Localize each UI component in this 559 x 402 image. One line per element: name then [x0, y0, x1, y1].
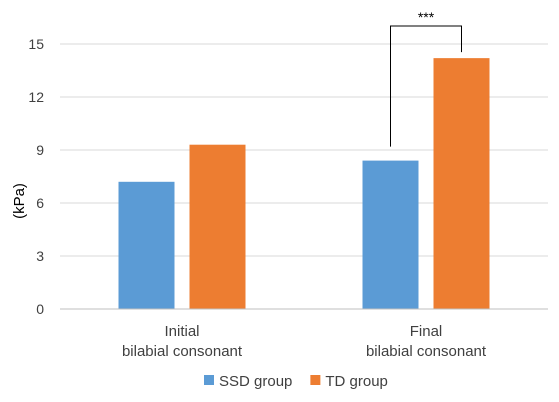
- legend-swatch: [310, 375, 321, 385]
- y-tick-label: 0: [36, 301, 44, 317]
- legend-label: TD group: [325, 373, 388, 390]
- y-tick-label: 12: [28, 89, 44, 105]
- y-tick-label: 3: [36, 248, 44, 264]
- bar-ssd-group: [362, 160, 419, 309]
- x-axis: Initial bilabial consonant Final bilabial c…: [60, 308, 548, 360]
- y-axis-label: (kPa): [11, 183, 28, 219]
- x-category-label: bilabial consonant: [122, 343, 243, 360]
- y-tick-label: 15: [28, 36, 44, 52]
- y-axis-ticks: 0 3 6 9 12 15: [28, 36, 44, 317]
- y-tick-label: 6: [36, 195, 44, 211]
- significance-bracket: [390, 25, 462, 147]
- bar-td-group: [433, 58, 490, 310]
- significance-annotation: ***: [390, 9, 462, 147]
- x-category-label: Final: [410, 323, 443, 340]
- legend-label: SSD group: [219, 373, 292, 390]
- x-category-label: Initial: [164, 323, 199, 340]
- bars: [118, 58, 490, 310]
- legend: SSD group TD group: [204, 373, 388, 390]
- legend-swatch: [204, 375, 214, 385]
- significance-stars: ***: [418, 9, 435, 25]
- x-category-label: bilabial consonant: [366, 343, 487, 360]
- bar-td-group: [189, 144, 246, 309]
- y-tick-label: 9: [36, 142, 44, 158]
- bar-ssd-group: [118, 181, 175, 309]
